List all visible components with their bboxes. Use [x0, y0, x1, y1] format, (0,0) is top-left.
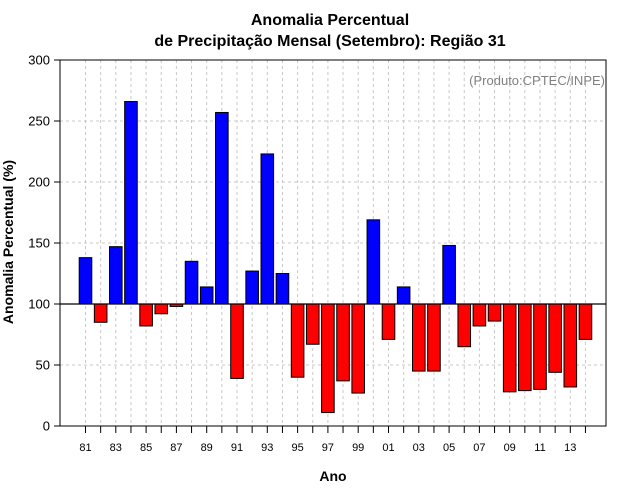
bar-09: [502, 303, 517, 393]
x-axis: 81 83 85 87 89 91 93 95 97 99 01 03 05 07 09 11 13: [79, 426, 586, 454]
bar-88: [184, 260, 199, 305]
bar-97: [321, 303, 335, 414]
x-tick-label: 99: [352, 442, 364, 454]
bar-98: [336, 303, 350, 382]
bar-11: [533, 303, 547, 390]
y-tick-label: 300: [28, 53, 50, 68]
x-tick-label: 87: [170, 442, 182, 454]
bar-07: [472, 303, 487, 327]
y-tick-label: 150: [28, 236, 50, 251]
y-tick-label: 100: [28, 297, 50, 312]
bar-89: [199, 286, 214, 305]
x-tick-label: 05: [443, 442, 455, 454]
x-tick-label: 83: [110, 442, 122, 454]
bar-13: [563, 303, 578, 388]
bar-04: [427, 303, 441, 372]
y-axis: 0 50 100 150 200 250 300: [28, 53, 60, 434]
bars-layer: [78, 100, 593, 414]
x-tick-label: 81: [79, 442, 91, 454]
y-tick-label: 50: [36, 358, 50, 373]
bar-81: [78, 257, 93, 305]
bar-82: [93, 303, 108, 323]
bar-86: [154, 303, 169, 315]
credit-text: (Produto:CPTEC/INPE): [469, 73, 605, 88]
x-tick-label: 95: [291, 442, 303, 454]
bar-12: [548, 303, 562, 373]
x-tick-label: 01: [382, 442, 394, 454]
x-tick-label: 85: [140, 442, 152, 454]
bar-92: [245, 270, 259, 305]
bar-03: [412, 303, 426, 372]
bar-84: [124, 100, 138, 305]
bar-02: [396, 286, 411, 305]
y-axis-title: Anomalia Percentual (%): [0, 160, 16, 324]
bar-99: [351, 303, 365, 394]
x-tick-label: 11: [534, 442, 545, 454]
chart-title: Anomalia Percentual: [251, 12, 409, 29]
x-tick-label: 03: [413, 442, 425, 454]
bar-96: [305, 303, 320, 345]
bar-06: [457, 303, 472, 348]
chart-subtitle: de Precipitação Mensal (Setembro): Regiã…: [154, 33, 505, 50]
bar-85: [139, 303, 153, 327]
x-tick-label: 89: [201, 442, 213, 454]
bar-01: [381, 303, 396, 340]
bar-83: [109, 246, 123, 305]
bar-05: [442, 244, 456, 305]
bar-93: [260, 153, 275, 305]
x-axis-title: Ano: [319, 468, 346, 484]
grid-layer: [60, 60, 606, 426]
bar-08: [487, 303, 502, 322]
x-tick-label: 07: [473, 442, 485, 454]
y-tick-label: 0: [43, 419, 50, 434]
x-tick-label: 13: [564, 442, 576, 454]
bar-95: [290, 303, 305, 378]
bar-90: [215, 111, 229, 305]
bar-94: [275, 273, 290, 305]
x-tick-label: 93: [261, 442, 273, 454]
x-tick-label: 97: [322, 442, 334, 454]
bar-00: [366, 219, 381, 305]
y-tick-label: 250: [28, 114, 50, 129]
bar-10: [518, 303, 532, 392]
bar-14: [578, 303, 593, 340]
x-tick-label: 09: [504, 442, 516, 454]
y-tick-label: 200: [28, 175, 50, 190]
bar-91: [230, 303, 244, 379]
x-tick-label: 91: [231, 442, 243, 454]
